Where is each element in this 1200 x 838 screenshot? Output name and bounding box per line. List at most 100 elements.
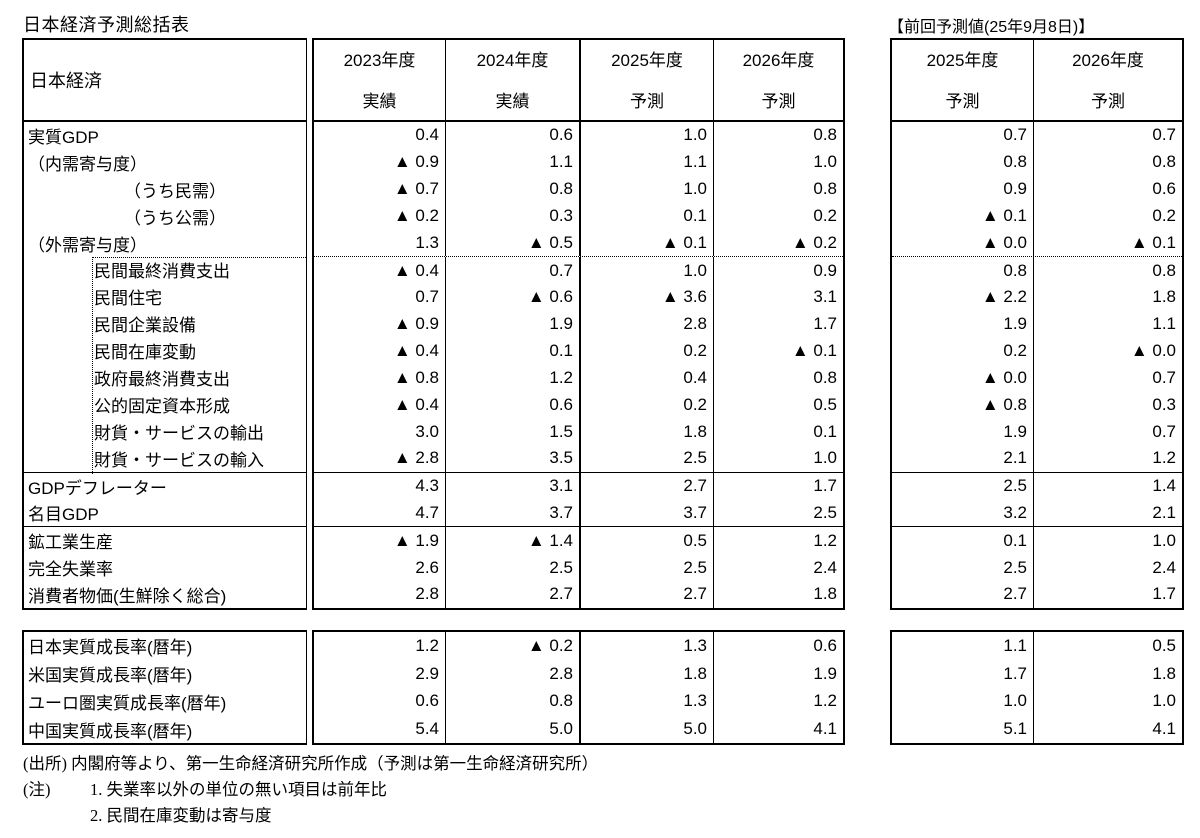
value-cell: 2.7 <box>579 472 713 500</box>
prev-value-cell: 0.3 <box>1033 391 1182 419</box>
table-row: 2.9 2.8 1.8 1.9 <box>314 659 843 688</box>
value-cell: 2.4 <box>713 554 843 582</box>
table-row: ▲ 1.9 ▲ 1.4 0.5 1.2 <box>314 526 843 555</box>
value-cell: 1.0 <box>579 175 713 203</box>
row-label: 米国実質成長率(暦年) <box>28 666 193 686</box>
column-header: 2025年度 予測 <box>579 40 713 120</box>
prev-value-cell: 1.8 <box>1033 659 1182 688</box>
prev-value-cell: 0.2 <box>1033 202 1182 230</box>
value-cell: ▲ 0.4 <box>393 394 439 414</box>
value-cell: 0.8 <box>713 122 843 149</box>
table-row: 5.4 5.0 5.0 4.1 <box>314 715 843 743</box>
table-row: 0.6 0.8 1.3 1.2 <box>314 687 843 716</box>
column-year: 2024年度 <box>476 51 549 70</box>
table-row: ▲ 0.4 0.7 1.0 0.9 <box>314 256 843 284</box>
row-label: 完全失業率 <box>28 560 113 580</box>
prev-value-cell: 1.7 <box>1003 663 1027 683</box>
value-cell: 1.5 <box>445 418 579 445</box>
table-row: 0.2 ▲ 0.0 <box>892 337 1182 365</box>
column-year: 2025年度 <box>926 51 999 70</box>
prev-value-cell: ▲ 0.1 <box>981 205 1027 225</box>
prev-value-cell: 2.1 <box>1003 448 1027 468</box>
column-header: 2026年度 予測 <box>713 40 843 120</box>
prev-value-cell: 0.7 <box>1003 125 1027 145</box>
value-cell: ▲ 0.1 <box>579 229 713 257</box>
value-cell: 4.7 <box>415 503 439 522</box>
table-row: 2.5 2.4 <box>892 554 1182 582</box>
column-kind: 予測 <box>630 92 664 111</box>
table-row: 1.9 0.7 <box>892 418 1182 445</box>
value-cell: 0.2 <box>579 337 713 365</box>
table-row: ▲ 0.9 1.9 2.8 1.7 <box>314 310 843 338</box>
value-cell: ▲ 1.4 <box>445 527 579 555</box>
table-row: 3.0 1.5 1.8 0.1 <box>314 418 843 445</box>
value-cell: 0.6 <box>445 391 579 419</box>
column-header: 2025年度 予測 <box>892 40 1033 120</box>
prev-value-cell: 1.0 <box>1033 527 1182 555</box>
table-row: 1.7 1.8 <box>892 659 1182 688</box>
main-table-data: 2023年度 実績 2024年度 実績 2025年度 予測 2026年度 予測 0.4 0… <box>312 38 845 610</box>
row-label: （うち公需） <box>124 208 226 228</box>
table-row: 0.4 0.6 1.0 0.8 <box>314 122 843 149</box>
prev-value-cell: 1.4 <box>1033 472 1182 500</box>
value-cell: 1.9 <box>445 310 579 338</box>
prev-value-cell: 3.2 <box>1003 503 1027 522</box>
value-cell: 0.6 <box>415 691 439 711</box>
value-cell: 3.5 <box>445 444 579 472</box>
table-row: 0.1 1.0 <box>892 526 1182 555</box>
prev-value-cell: ▲ 2.2 <box>981 287 1027 307</box>
column-year: 2023年度 <box>343 51 416 70</box>
prev-value-cell: ▲ 0.8 <box>981 394 1027 414</box>
prev-value-cell: ▲ 0.1 <box>1033 229 1182 257</box>
row-label: 民間企業設備 <box>94 316 196 336</box>
value-cell: 1.2 <box>713 687 843 716</box>
prev-value-cell: 0.8 <box>1003 260 1027 280</box>
column-header: 2023年度 実績 <box>314 40 445 120</box>
prev-value-cell: 1.0 <box>1033 687 1182 716</box>
row-label: GDPデフレーター <box>24 471 306 500</box>
table-row: 4.3 3.1 2.7 1.7 <box>314 471 843 500</box>
value-cell: 1.7 <box>713 472 843 500</box>
value-cell: 0.9 <box>713 257 843 284</box>
row-label: 財貨・サービスの輸出 <box>94 423 264 443</box>
prev-value-cell: 1.8 <box>1033 283 1182 311</box>
prev-value-cell: 0.7 <box>1033 364 1182 392</box>
value-cell: 5.4 <box>415 719 439 739</box>
prev-value-cell: 5.1 <box>1003 719 1027 739</box>
prev-value-cell: 2.4 <box>1033 554 1182 582</box>
table-row: 0.8 0.8 <box>892 256 1182 284</box>
prev-value-cell: 1.7 <box>1033 581 1182 608</box>
value-cell: 0.1 <box>445 337 579 365</box>
value-cell: 4.1 <box>713 715 843 743</box>
growth-table-data: 1.2 ▲ 0.2 1.3 0.6 2.9 2.8 1.8 1.9 0.6 0.8 1.3 1.2… <box>312 630 845 745</box>
table-row: ▲ 2.2 1.8 <box>892 283 1182 311</box>
value-cell: 2.5 <box>445 554 579 582</box>
column-kind: 予測 <box>1091 92 1125 111</box>
table-row: ▲ 0.8 0.3 <box>892 391 1182 419</box>
value-cell: 2.7 <box>445 581 579 608</box>
value-cell: ▲ 0.5 <box>445 229 579 257</box>
note-line-2: 2. 民間在庫変動は寄与度 <box>23 802 272 826</box>
value-cell: 2.8 <box>415 584 439 604</box>
row-label: 民間在庫変動 <box>94 343 196 363</box>
row-label: 名目GDP <box>28 505 99 525</box>
value-cell: 1.8 <box>579 418 713 445</box>
prev-value-cell: 1.9 <box>1003 421 1027 441</box>
table-row: 2.1 1.2 <box>892 444 1182 472</box>
row-label: 財貨・サービスの輸入 <box>94 450 264 470</box>
value-cell: ▲ 0.6 <box>445 283 579 311</box>
row-label: 日本実質成長率(暦年) <box>28 638 193 658</box>
sub-block-dotted-top-border <box>92 257 306 258</box>
value-cell: ▲ 1.9 <box>393 530 439 550</box>
table-row: ▲ 0.4 0.6 0.2 0.5 <box>314 391 843 419</box>
value-cell: 0.8 <box>713 364 843 392</box>
note-text: 1. 失業率以外の単位の無い項目は前年比 <box>90 780 387 799</box>
note-tag: (注) <box>23 780 51 799</box>
prev-value-cell: 1.2 <box>1033 444 1182 472</box>
value-cell: 0.4 <box>415 125 439 145</box>
value-cell: ▲ 0.2 <box>393 205 439 225</box>
value-cell: 3.0 <box>415 421 439 441</box>
column-header: 2026年度 予測 <box>1033 40 1182 120</box>
value-cell: 3.1 <box>713 283 843 311</box>
column-kind: 実績 <box>495 92 530 111</box>
